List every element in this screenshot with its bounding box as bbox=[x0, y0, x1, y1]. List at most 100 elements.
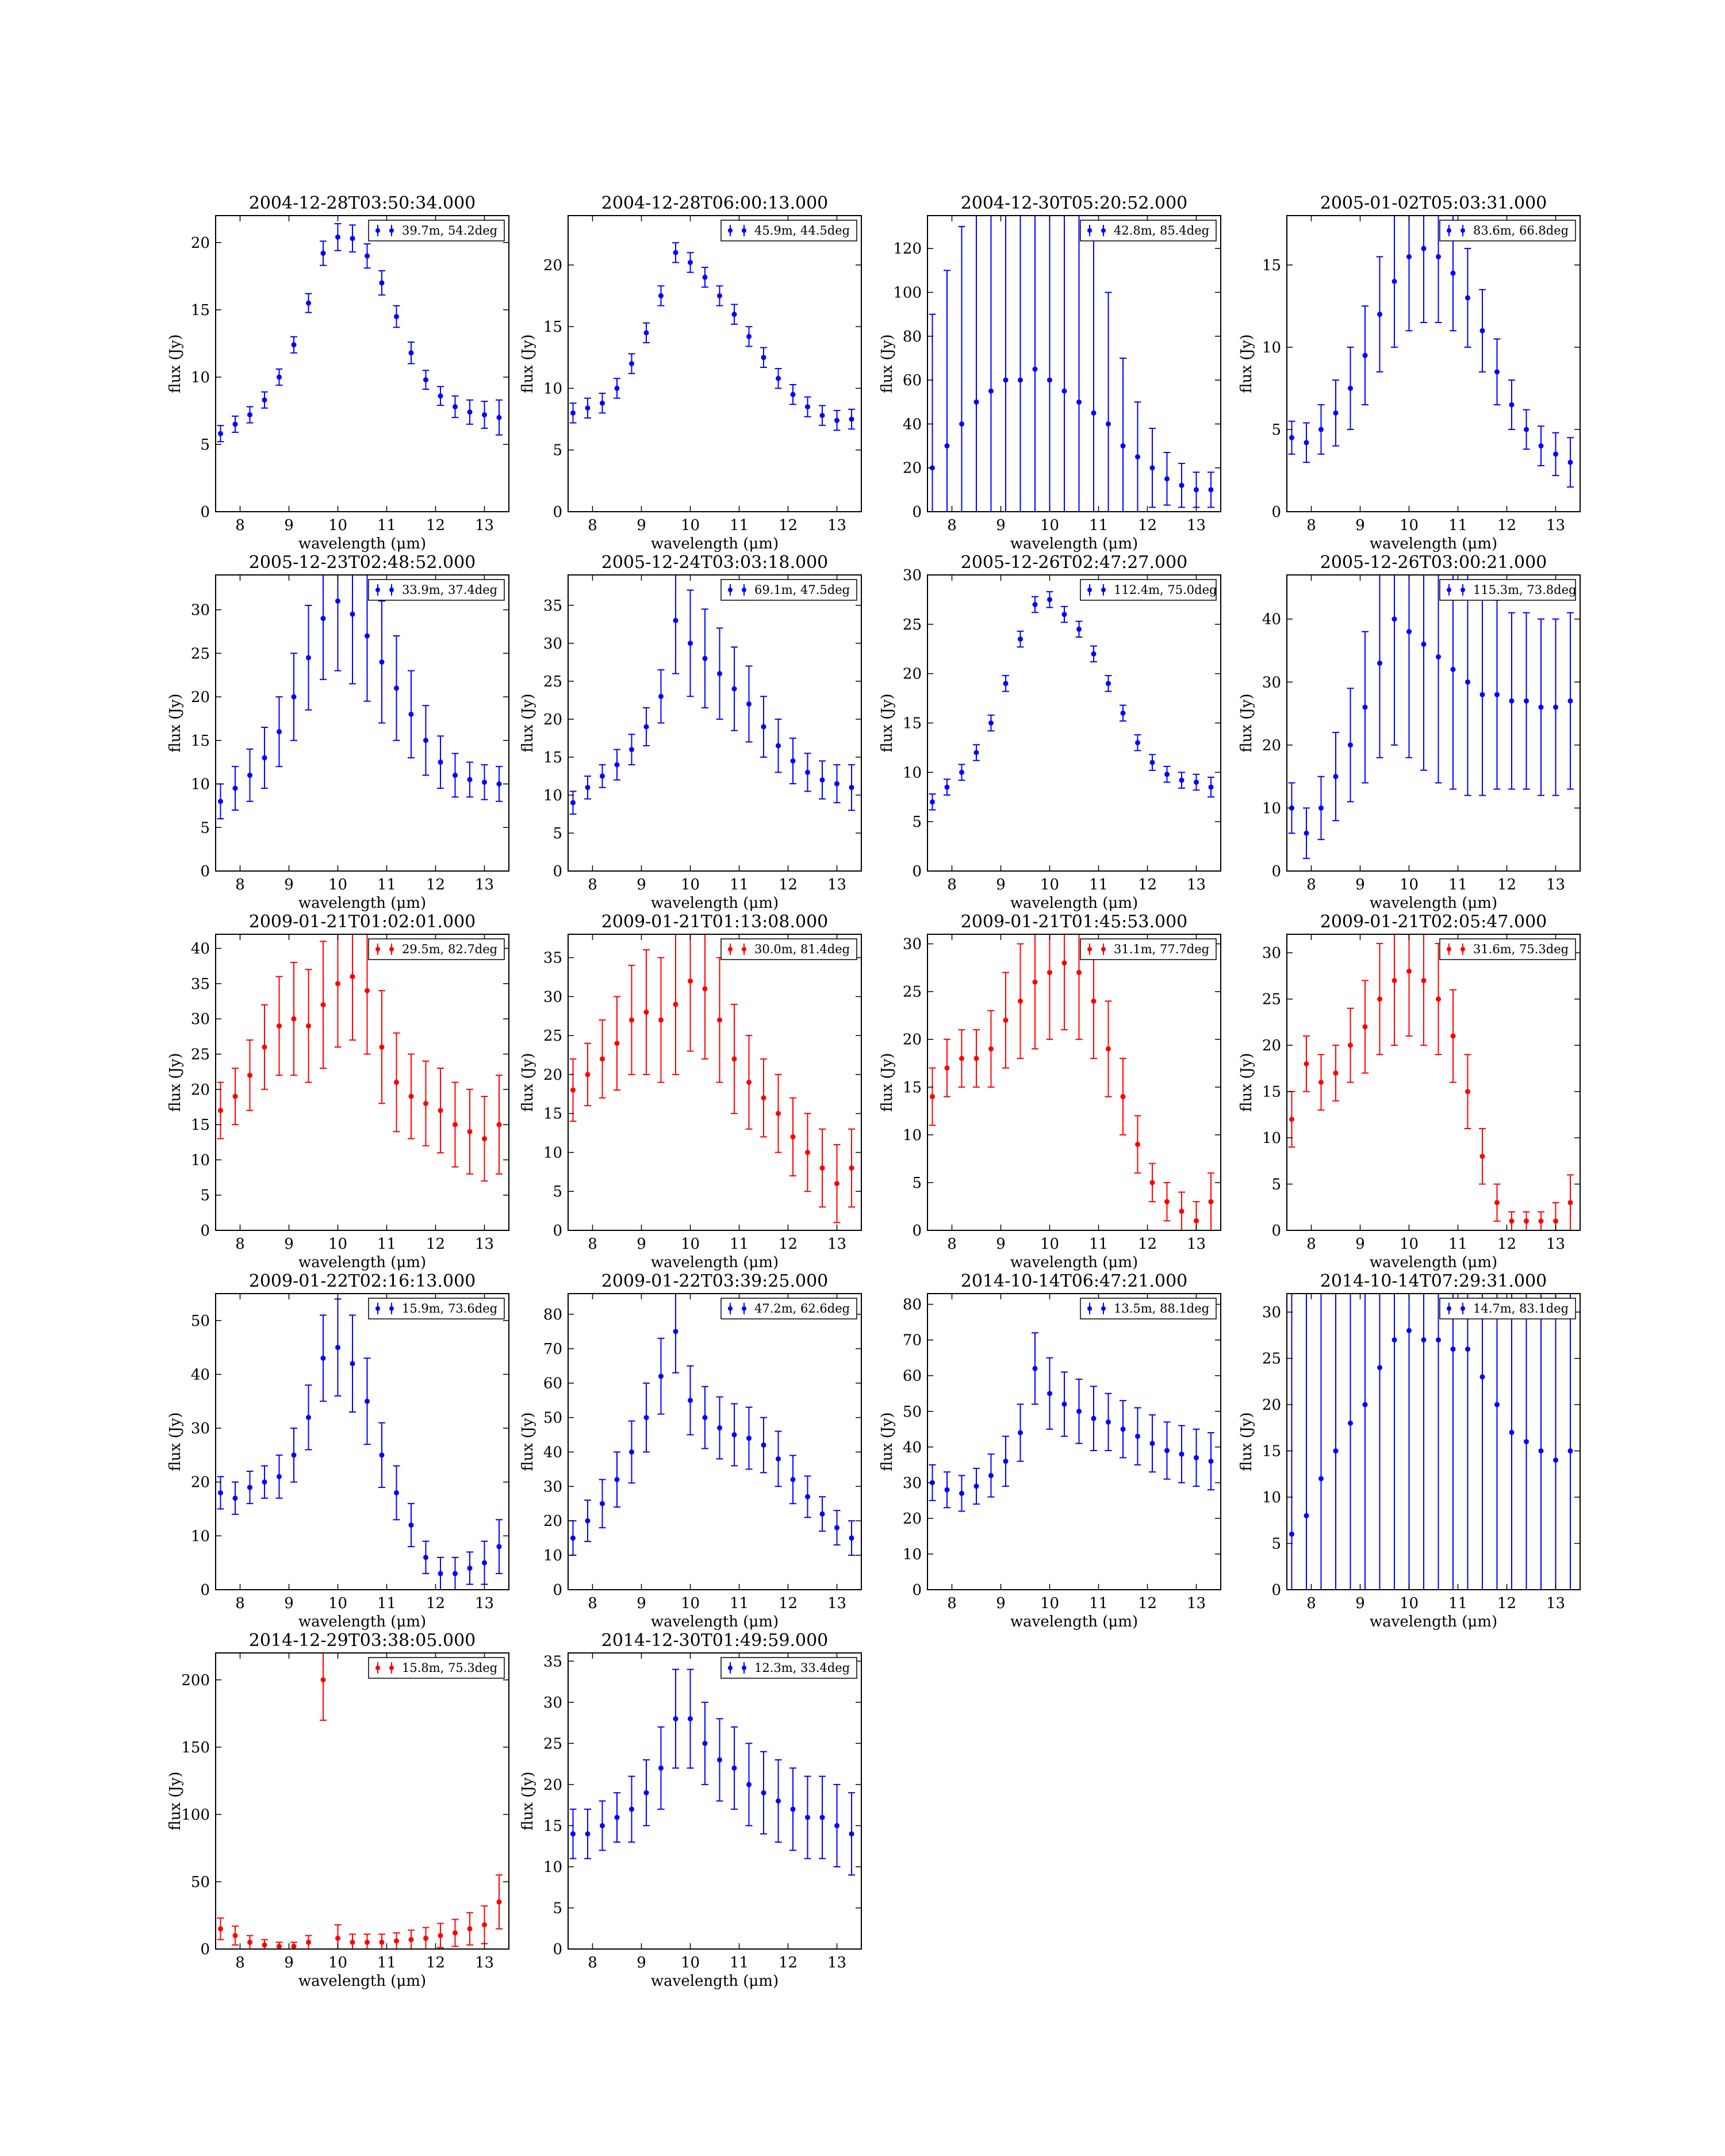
axes-frame bbox=[927, 934, 1221, 1231]
data-point bbox=[1318, 1080, 1324, 1085]
data-point bbox=[247, 1484, 252, 1490]
data-point bbox=[988, 1472, 994, 1478]
x-tick-label: 8 bbox=[588, 1236, 597, 1253]
data-point bbox=[394, 1938, 399, 1944]
legend-label: 13.5m, 88.1deg bbox=[1114, 1302, 1209, 1315]
x-tick-label: 13 bbox=[475, 1236, 494, 1253]
x-tick-label: 12 bbox=[1138, 1595, 1157, 1612]
data-point bbox=[1208, 784, 1214, 790]
data-point bbox=[232, 1495, 238, 1501]
y-tick-label: 20 bbox=[1262, 1397, 1281, 1414]
data-point bbox=[1479, 1374, 1485, 1380]
y-axis-label: flux (Jy) bbox=[1238, 693, 1255, 752]
x-tick-label: 10 bbox=[1040, 1236, 1059, 1253]
data-series bbox=[569, 1668, 855, 1876]
x-tick-label: 12 bbox=[1497, 1595, 1516, 1612]
data-point bbox=[1479, 692, 1485, 697]
data-point bbox=[629, 1449, 634, 1455]
x-tick-label: 8 bbox=[235, 1595, 245, 1612]
data-point bbox=[1348, 1042, 1353, 1048]
data-point bbox=[673, 250, 678, 255]
data-point bbox=[379, 1939, 385, 1945]
y-tick-label: 30 bbox=[1262, 674, 1281, 691]
data-point bbox=[776, 1456, 781, 1461]
data-point bbox=[1538, 704, 1544, 710]
axes-frame bbox=[1286, 574, 1581, 872]
data-point bbox=[1149, 759, 1155, 765]
y-tick-label: 80 bbox=[903, 328, 922, 346]
y-tick-label: 0 bbox=[200, 1582, 210, 1599]
data-point bbox=[658, 1017, 664, 1023]
legend-marker bbox=[742, 1306, 746, 1311]
y-tick-label: 15 bbox=[1262, 1084, 1281, 1101]
x-tick-label: 13 bbox=[475, 517, 494, 534]
y-tick-label: 0 bbox=[553, 863, 562, 880]
y-tick-label: 35 bbox=[543, 1653, 562, 1670]
y-tick-label: 5 bbox=[553, 442, 562, 459]
y-tick-label: 25 bbox=[903, 984, 922, 1001]
x-tick-label: 11 bbox=[377, 876, 396, 893]
y-tick-label: 0 bbox=[912, 1582, 922, 1599]
data-point bbox=[218, 1926, 223, 1932]
y-tick-label: 50 bbox=[903, 1403, 922, 1421]
data-point bbox=[467, 777, 473, 782]
data-point bbox=[1553, 704, 1558, 710]
subplot-16: 2014-10-14T07:29:31.000 8 9 10 11 12 13 0 5 10 15 2… bbox=[1238, 1271, 1581, 1631]
legend-marker bbox=[728, 588, 733, 592]
data-point bbox=[570, 1831, 576, 1837]
subplot-3: 2004-12-30T05:20:52.000 8 9 10 11 12 13 0 20 40 60… bbox=[879, 193, 1221, 553]
x-tick-label: 11 bbox=[1448, 1236, 1467, 1253]
subplot-10: 2009-01-21T01:13:08.000 8 9 10 11 12 13 0 5 10 15 2… bbox=[519, 912, 862, 1271]
subplot-17: 2014-12-29T03:38:05.000 8 9 10 11 12 13 0 50 100 1… bbox=[167, 1631, 509, 1990]
data-point bbox=[834, 1181, 839, 1187]
data-point bbox=[944, 1487, 950, 1493]
data-point bbox=[1421, 1337, 1427, 1342]
data-point bbox=[585, 405, 591, 411]
data-point bbox=[1377, 312, 1382, 317]
data-point bbox=[761, 1790, 766, 1796]
data-point bbox=[959, 421, 964, 427]
data-point bbox=[1018, 1430, 1023, 1436]
data-point bbox=[1450, 270, 1456, 276]
data-point bbox=[467, 1926, 473, 1932]
y-tick-label: 40 bbox=[903, 416, 922, 433]
data-point bbox=[629, 1806, 634, 1812]
legend: 31.6m, 75.3deg bbox=[1439, 938, 1576, 960]
y-tick-label: 10 bbox=[1262, 800, 1281, 817]
y-tick-label: 35 bbox=[543, 950, 562, 967]
x-tick-label: 12 bbox=[779, 1954, 798, 1971]
x-tick-label: 10 bbox=[1400, 1595, 1419, 1612]
data-point bbox=[1164, 1199, 1170, 1204]
data-point bbox=[1524, 1439, 1529, 1444]
y-tick-label: 35 bbox=[191, 976, 210, 993]
y-tick-label: 15 bbox=[543, 1106, 562, 1123]
y-tick-label: 5 bbox=[200, 819, 210, 837]
data-point bbox=[365, 1398, 370, 1404]
legend-marker bbox=[1460, 228, 1465, 233]
data-point bbox=[1450, 666, 1456, 672]
data-point bbox=[1003, 1018, 1009, 1023]
legend-marker bbox=[389, 947, 394, 952]
data-point bbox=[834, 1525, 839, 1530]
legend: 39.7m, 54.2deg bbox=[368, 220, 505, 241]
data-point bbox=[247, 1072, 252, 1078]
subplot-title: 2009-01-22T03:39:25.000 bbox=[601, 1271, 829, 1291]
x-tick-label: 11 bbox=[730, 1236, 749, 1253]
y-tick-label: 0 bbox=[553, 1582, 562, 1599]
y-tick-label: 25 bbox=[191, 645, 210, 662]
data-point bbox=[1194, 487, 1199, 493]
data-point bbox=[291, 694, 297, 700]
data-point bbox=[717, 1757, 722, 1763]
data-series bbox=[1288, 575, 1574, 860]
y-tick-label: 10 bbox=[1262, 339, 1281, 356]
legend-marker bbox=[389, 1306, 394, 1311]
y-tick-label: 60 bbox=[903, 1368, 922, 1385]
data-point bbox=[805, 1814, 810, 1820]
x-tick-label: 13 bbox=[827, 876, 846, 893]
data-point bbox=[350, 974, 355, 980]
x-tick-label: 13 bbox=[475, 876, 494, 893]
data-point bbox=[688, 978, 693, 984]
data-point bbox=[1509, 1218, 1515, 1224]
x-tick-label: 13 bbox=[827, 517, 846, 534]
